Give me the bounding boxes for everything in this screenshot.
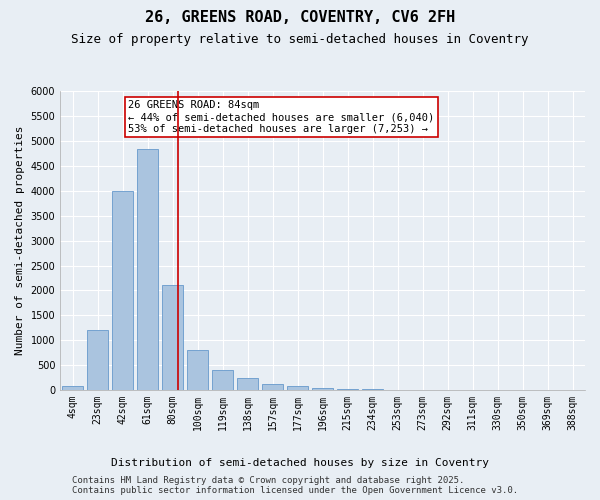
Bar [287,386,308,390]
Text: 26 GREENS ROAD: 84sqm
← 44% of semi-detached houses are smaller (6,040)
53% of s: 26 GREENS ROAD: 84sqm ← 44% of semi-deta… [128,100,434,134]
Text: 26, GREENS ROAD, COVENTRY, CV6 2FH: 26, GREENS ROAD, COVENTRY, CV6 2FH [145,10,455,25]
Bar [337,389,358,390]
Bar [312,388,333,390]
Bar [162,286,183,390]
Text: Size of property relative to semi-detached houses in Coventry: Size of property relative to semi-detach… [71,32,529,46]
Bar [237,378,258,390]
Bar [112,191,133,390]
Bar [87,330,108,390]
Text: Distribution of semi-detached houses by size in Coventry: Distribution of semi-detached houses by … [111,458,489,468]
Bar [262,384,283,390]
Y-axis label: Number of semi-detached properties: Number of semi-detached properties [15,126,25,356]
Bar [137,148,158,390]
Bar [62,386,83,390]
Text: Contains HM Land Registry data © Crown copyright and database right 2025.
Contai: Contains HM Land Registry data © Crown c… [72,476,518,495]
Bar [187,350,208,390]
Bar [212,370,233,390]
